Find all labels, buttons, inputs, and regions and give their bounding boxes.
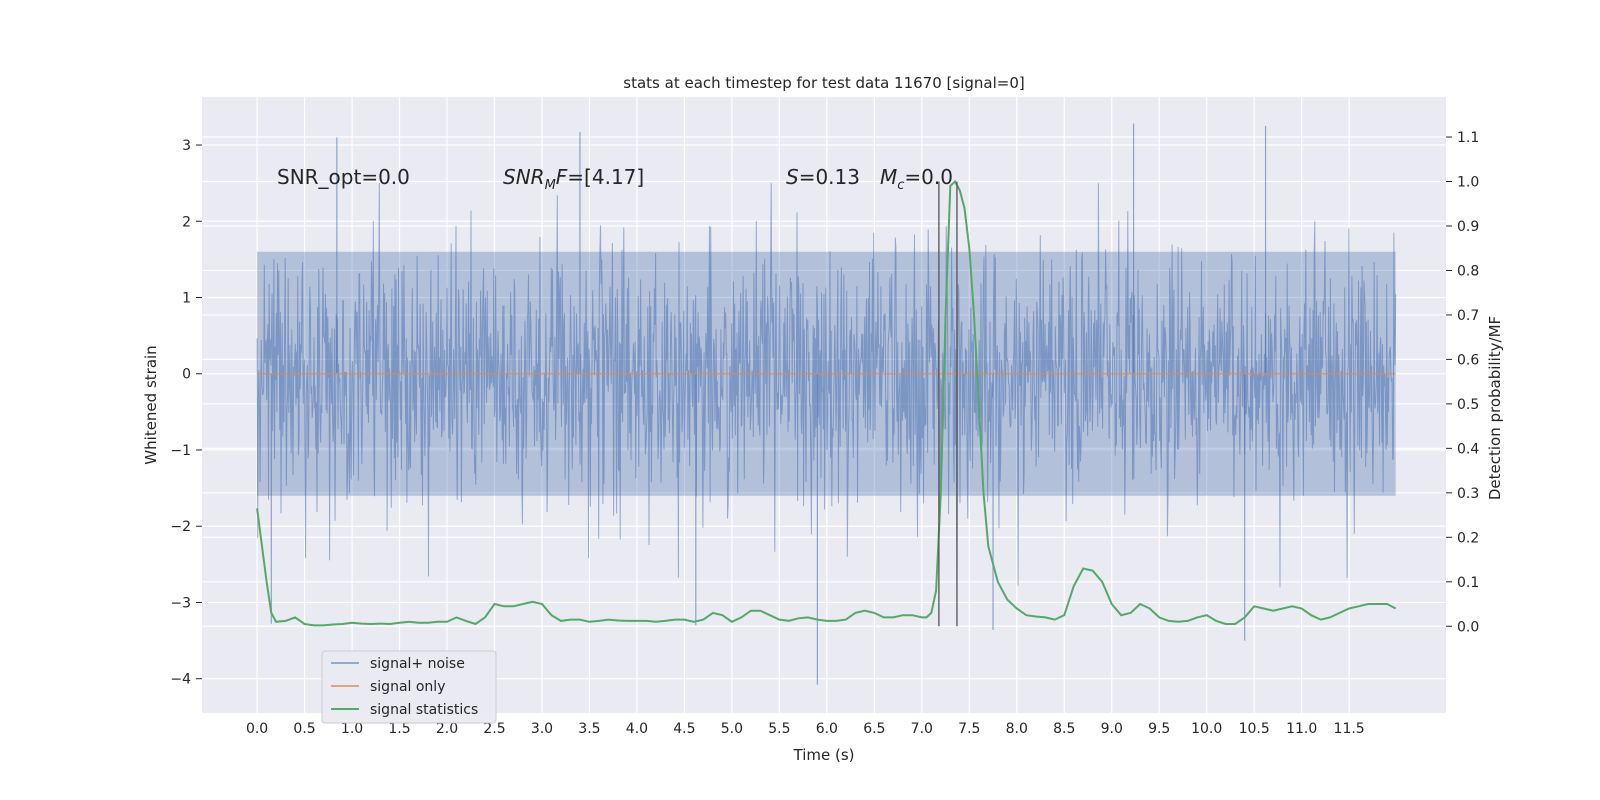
y-tick-label-right: 0.9: [1457, 219, 1479, 235]
legend-label-signal-only: signal only: [370, 679, 445, 695]
x-tick-label: 1.5: [388, 721, 410, 737]
y-tick-label-right: 0.6: [1457, 352, 1479, 368]
y-axis-label-left: Whitened strain: [142, 345, 160, 464]
x-tick-label: 8.0: [1006, 721, 1028, 737]
y-tick-label-left: 3: [182, 138, 191, 154]
annotation-mc: Mc=0.0: [880, 165, 953, 193]
y-tick-label-left: −3: [170, 595, 191, 611]
series-group: [256, 179, 1397, 627]
legend: signal+ noise signal only signal statist…: [321, 650, 497, 724]
x-tick-label: 6.5: [863, 721, 885, 737]
annotation-snr-opt: SNR_opt=0.0: [277, 165, 410, 189]
x-tick-label: 3.5: [578, 721, 600, 737]
annotation-snr-mf: SNRMF=[4.17]: [503, 165, 644, 193]
x-tick-label: 0.0: [246, 721, 268, 737]
x-tick-label: 5.5: [768, 721, 790, 737]
x-tick-label: 11.5: [1334, 721, 1365, 737]
signal-statistics-line: [256, 179, 1397, 627]
x-tick-label: 7.5: [958, 721, 980, 737]
x-tick-label: 4.5: [673, 721, 695, 737]
y-tick-label-left: −4: [170, 672, 191, 688]
y-tick-label-right: 1.0: [1457, 175, 1479, 191]
x-tick-label: 6.0: [816, 721, 838, 737]
x-tick-label: 7.0: [911, 721, 933, 737]
y-tick-label-right: 0.1: [1457, 575, 1479, 591]
y-axis-label-right: Detection probability/MF: [1486, 316, 1504, 500]
x-tick-label: 5.0: [721, 721, 743, 737]
chart-title: stats at each timestep for test data 116…: [623, 74, 1024, 92]
y-tick-label-right: 0.5: [1457, 397, 1479, 413]
x-tick-label: 4.0: [626, 721, 648, 737]
x-tick-label: 3.0: [531, 721, 553, 737]
annotation-s-value: =0.13: [799, 165, 860, 189]
y-tick-label-left: −1: [170, 443, 191, 459]
vertical-lines: [938, 181, 958, 627]
y-tick-label-right: 0.3: [1457, 486, 1479, 502]
legend-box: [321, 650, 497, 724]
annotation-s: S=0.13: [786, 165, 860, 189]
y-tick-label-left: −2: [170, 519, 191, 535]
y-tick-label-right: 0.0: [1457, 619, 1479, 635]
annotation-snr-mf-value: =[4.17]: [567, 165, 644, 189]
y-tick-label-right: 1.1: [1457, 130, 1479, 146]
annotation-mc-value: =0.0: [904, 165, 953, 189]
noise-series-line: [256, 183, 1397, 588]
x-tick-label: 10.0: [1191, 721, 1222, 737]
x-tick-label: 2.0: [436, 721, 458, 737]
legend-label-signal-statistics: signal statistics: [370, 702, 478, 718]
x-tick-label: 2.5: [483, 721, 505, 737]
y-tick-label-right: 0.7: [1457, 308, 1479, 324]
x-axis-label: Time (s): [793, 746, 855, 764]
x-tick-label: 0.5: [293, 721, 315, 737]
y-tick-label-right: 0.8: [1457, 263, 1479, 279]
x-tick-label: 9.0: [1101, 721, 1123, 737]
tick-labels: 0.0 0.5 1.0 1.5 2.0 2.5 3.0 3.5 4.0 4.5 5.0 5.5 6.0 6…: [170, 130, 1479, 737]
y-tick-label-right: 0.2: [1457, 530, 1479, 546]
y-tick-label-left: 0: [182, 367, 191, 383]
x-tick-label: 1.0: [341, 721, 363, 737]
y-tick-label-left: 1: [182, 291, 191, 307]
x-tick-label: 10.5: [1239, 721, 1270, 737]
x-tick-label: 11.0: [1286, 721, 1317, 737]
x-tick-label: 8.5: [1053, 721, 1075, 737]
y-tick-label-left: 2: [182, 214, 191, 230]
y-tick-label-right: 0.4: [1457, 441, 1479, 457]
legend-label-signal-noise: signal+ noise: [370, 656, 465, 672]
x-tick-label: 9.5: [1148, 721, 1170, 737]
